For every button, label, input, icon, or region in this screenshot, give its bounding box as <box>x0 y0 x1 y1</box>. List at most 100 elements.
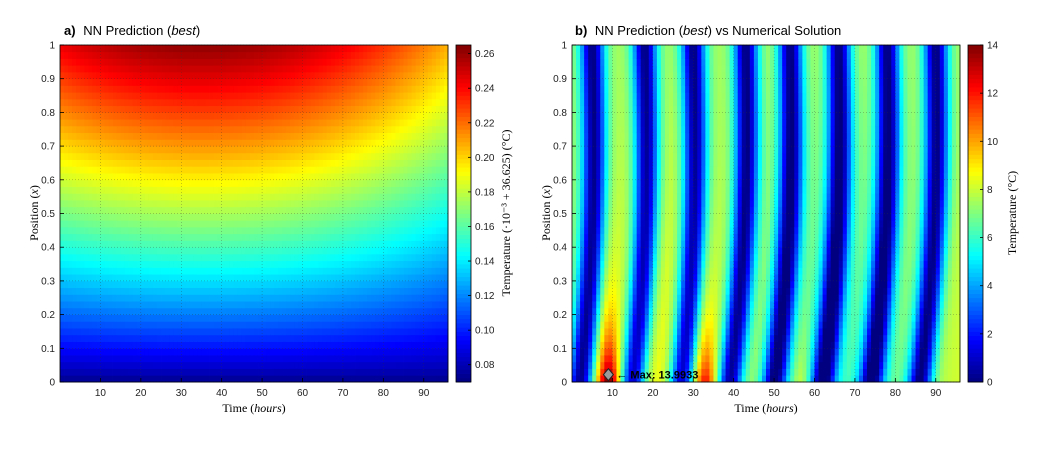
heatmap-cell <box>201 341 206 349</box>
heatmap-cell <box>173 240 178 248</box>
heatmap-cell <box>112 328 117 336</box>
heatmap-cell <box>322 98 328 107</box>
heatmap-cell <box>407 193 413 201</box>
heatmap-cell <box>443 348 449 356</box>
heatmap-cell <box>124 301 130 309</box>
colorbar-swatch <box>456 230 471 235</box>
heatmap-cell <box>185 375 190 383</box>
heatmap-cell <box>351 334 356 342</box>
heatmap-cell <box>124 355 130 363</box>
heatmap-cell <box>197 98 202 107</box>
heatmap-cell <box>120 220 126 228</box>
heatmap-cell <box>225 51 231 59</box>
heatmap-cell <box>387 146 392 154</box>
heatmap-cell <box>302 314 307 322</box>
heatmap-cell <box>270 92 275 100</box>
panel-a: a) NN Prediction (best) 10 20 30 40 50 60 70 80… <box>27 23 513 415</box>
heatmap-cell <box>148 51 154 59</box>
heatmap-cell <box>375 307 380 315</box>
heatmap-cell <box>286 253 291 262</box>
heatmap-cell <box>399 260 404 268</box>
heatmap-cell <box>148 98 154 107</box>
heatmap-cell <box>68 65 73 73</box>
heatmap-cell <box>427 152 433 160</box>
heatmap-cell <box>100 226 105 235</box>
heatmap-cell <box>286 139 291 147</box>
heatmap-cell <box>355 321 360 329</box>
heatmap-cell <box>197 119 202 127</box>
heatmap-cell <box>181 307 186 315</box>
heatmap-cell <box>136 355 142 363</box>
heatmap-cell <box>80 65 85 73</box>
heatmap-cell <box>290 280 295 289</box>
heatmap-cell <box>282 334 287 342</box>
heatmap-cell <box>173 307 178 315</box>
colorbar-swatch <box>456 314 471 320</box>
heatmap-cell <box>213 280 219 289</box>
heatmap-cell <box>185 132 190 140</box>
heatmap-cell <box>274 146 279 154</box>
heatmap-cell <box>314 240 320 248</box>
heatmap-cell <box>241 294 247 302</box>
heatmap-cell <box>367 253 372 262</box>
heatmap-cell <box>427 159 433 167</box>
heatmap-cell <box>314 166 320 174</box>
heatmap-cell <box>346 112 352 120</box>
heatmap-cell <box>407 314 413 322</box>
heatmap-cell <box>314 85 320 93</box>
heatmap-cell <box>258 132 263 140</box>
heatmap-cell <box>338 287 344 295</box>
heatmap-cell <box>298 314 303 322</box>
heatmap-cell <box>96 267 101 275</box>
heatmap-cell <box>165 186 170 194</box>
heatmap-cell <box>96 146 101 154</box>
heatmap-cell <box>60 328 65 336</box>
heatmap-cell <box>379 179 384 187</box>
heatmap-cell <box>173 78 178 86</box>
heatmap-cell <box>407 98 413 107</box>
heatmap-cell <box>112 321 117 329</box>
heatmap-cell <box>84 139 89 147</box>
heatmap-cell <box>92 119 97 127</box>
heatmap-cell <box>92 152 97 160</box>
heatmap-cell <box>80 294 85 302</box>
heatmap-cell <box>241 206 247 214</box>
heatmap-cell <box>245 200 251 208</box>
heatmap-cell <box>427 294 433 302</box>
heatmap-cell <box>302 328 307 336</box>
heatmap-cell <box>100 267 105 275</box>
heatmap-cell <box>338 51 344 59</box>
heatmap-cell <box>443 267 449 275</box>
heatmap-cell <box>213 287 219 295</box>
heatmap-cell <box>249 105 255 113</box>
heatmap-cell <box>282 314 287 322</box>
heatmap-cell <box>387 321 392 329</box>
heatmap-cell <box>423 334 429 342</box>
heatmap-cell <box>371 200 376 208</box>
heatmap-cell <box>379 307 384 315</box>
heatmap-cell <box>72 361 77 369</box>
heatmap-cell <box>68 159 73 167</box>
heatmap-cell <box>132 119 138 127</box>
heatmap-cell <box>189 253 194 262</box>
heatmap-cell <box>439 334 445 342</box>
heatmap-cell <box>92 348 97 356</box>
heatmap-cell <box>266 301 271 309</box>
heatmap-cell <box>112 85 117 93</box>
heatmap-cell <box>427 200 433 208</box>
colorbar-swatch <box>456 213 471 219</box>
heatmap-cell <box>108 166 113 174</box>
heatmap-cell <box>217 206 223 214</box>
heatmap-cell <box>371 233 376 241</box>
heatmap-cell <box>395 173 400 181</box>
heatmap-cell <box>177 58 182 66</box>
heatmap-cell <box>359 294 364 302</box>
heatmap-cell <box>334 314 340 322</box>
heatmap-cell <box>245 220 251 228</box>
heatmap-cell <box>68 355 73 363</box>
heatmap-cell <box>84 307 89 315</box>
heatmap-cell <box>100 260 105 268</box>
heatmap-cell <box>310 105 316 113</box>
heatmap-cell <box>136 301 142 309</box>
heatmap-cell <box>249 321 255 329</box>
